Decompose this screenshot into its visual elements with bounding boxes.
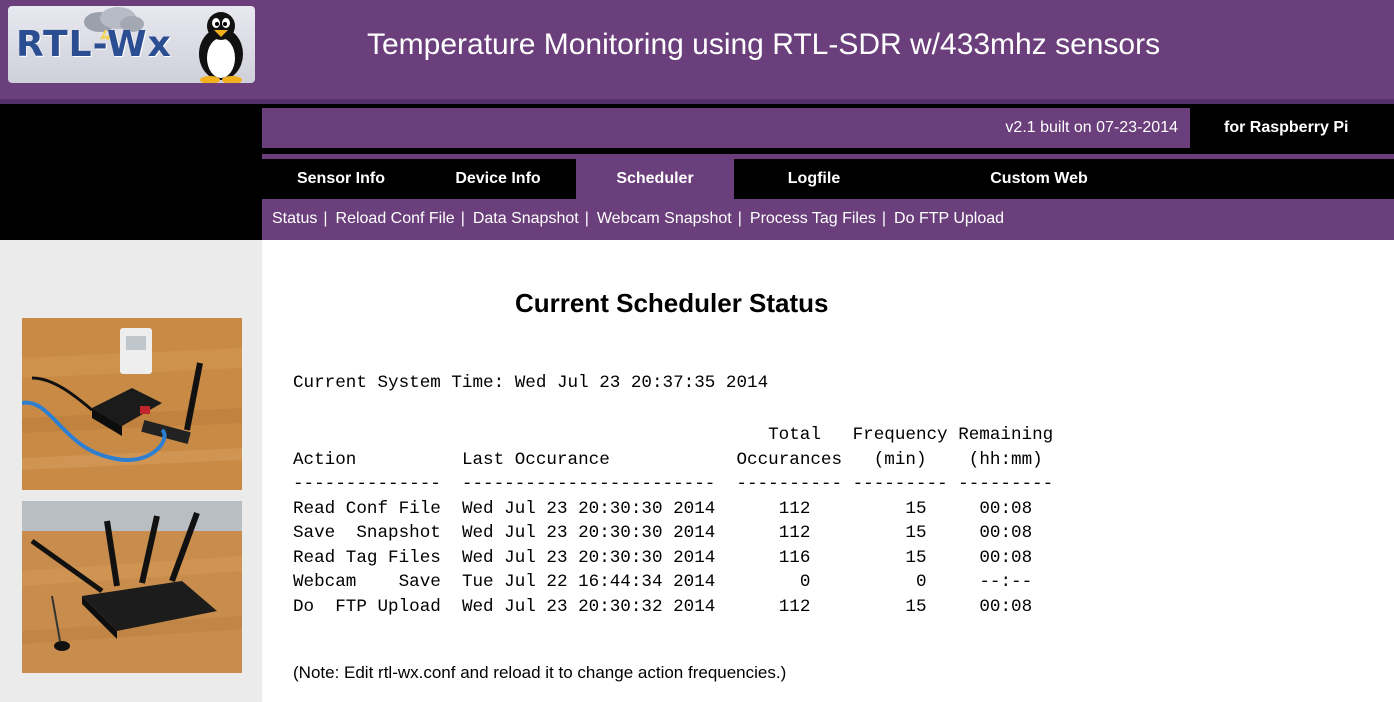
column-header-remaining: Remaining (958, 425, 1054, 445)
table-row-last-occurance: Wed Jul 23 20:30:30 2014 (461, 523, 716, 543)
table-row-remaining: 00:08 (958, 498, 1033, 519)
version-bar: v2.1 built on 07-23-2014 (262, 108, 1190, 148)
system-time-value: Wed Jul 23 20:37:35 2014 (514, 373, 769, 393)
table-row-occurances: 112 (736, 596, 843, 617)
table-row-occurances: 112 (736, 498, 843, 519)
rtl-sdr-device-photo (22, 318, 242, 490)
scheduler-subnav: Status | Reload Conf File | Data Snapshot | We… (262, 199, 1394, 240)
table-row-remaining: --:-- (958, 572, 1033, 592)
table-row-action: Read Tag Files (293, 547, 441, 568)
table-row-frequency: 0 (852, 572, 948, 592)
subnav-status-link[interactable]: Status (272, 210, 318, 227)
column-header-total: Total (736, 425, 821, 445)
column-header-min: (min) (852, 449, 948, 470)
subnav-ftp-upload-link[interactable]: Do FTP Upload (894, 210, 1005, 227)
subnav-separator: | (323, 210, 328, 227)
subnav-separator: | (737, 210, 742, 227)
column-header-occurances: Occurances (736, 449, 843, 470)
cloud-lightning-icon (84, 7, 144, 40)
subnav-separator: | (881, 210, 887, 227)
table-row-occurances: 116 (736, 547, 843, 568)
table-row-remaining: 00:08 (958, 523, 1033, 543)
table-row-occurances: 0 (736, 572, 843, 592)
table-row-frequency: 15 (852, 596, 948, 617)
platform-text: for Raspberry Pi (1224, 119, 1349, 136)
table-row-remaining: 00:08 (958, 596, 1033, 617)
table-row-frequency: 15 (852, 498, 948, 519)
table-row-remaining: 00:08 (958, 547, 1033, 568)
site-title: Temperature Monitoring using RTL-SDR w/4… (367, 28, 1161, 61)
main-tabs: Sensor Info Device Info Scheduler Logfil… (262, 159, 1394, 199)
rtl-wx-logo[interactable]: RTL-Wx (8, 6, 255, 83)
scheduler-status-table: Total Frequency Remaining Action Last Oc… (293, 425, 1054, 617)
table-row-action: Webcam Save (293, 572, 441, 592)
subnav-webcam-snapshot-link[interactable]: Webcam Snapshot (596, 210, 732, 227)
tab-custom-web[interactable]: Custom Web (990, 170, 1088, 187)
tab-logfile[interactable]: Logfile (787, 170, 841, 187)
subnav-separator: | (584, 210, 589, 227)
column-header-action: Action (293, 449, 441, 470)
table-row-action: Read Conf File (293, 498, 441, 519)
tab-scheduler[interactable]: Scheduler (576, 159, 734, 199)
table-row-action: Save Snapshot (293, 523, 441, 543)
logo-text: RTL-Wx (16, 24, 172, 65)
column-header-hhmm: (hh:mm) (958, 449, 1054, 470)
table-row-frequency: 15 (852, 547, 948, 568)
system-time-label: Current System Time: (293, 373, 505, 393)
table-row-last-occurance: Tue Jul 22 16:44:34 2014 (461, 572, 716, 592)
nav-divider (262, 154, 1394, 159)
system-time-line: Current System Time: Wed Jul 23 20:37:35… (293, 373, 768, 393)
version-text: v2.1 built on 07-23-2014 (1005, 119, 1178, 136)
table-row-action: Do FTP Upload (293, 596, 441, 617)
table-row-last-occurance: Wed Jul 23 20:30:32 2014 (461, 596, 716, 617)
column-header-last-occurance: Last Occurance (461, 449, 716, 470)
penguin-icon (199, 12, 243, 83)
table-row-last-occurance: Wed Jul 23 20:30:30 2014 (461, 547, 716, 568)
subnav-reload-conf-link[interactable]: Reload Conf File (335, 210, 455, 227)
header-divider (0, 99, 1394, 104)
site-header: RTL-Wx Temperature Monitoring using RTL-… (0, 0, 1394, 102)
column-header-frequency: Frequency (852, 425, 948, 445)
main-content (262, 240, 1394, 702)
table-row-last-occurance: Wed Jul 23 20:30:30 2014 (461, 498, 716, 519)
tab-sensor-info[interactable]: Sensor Info (296, 170, 385, 187)
subnav-data-snapshot-link[interactable]: Data Snapshot (472, 210, 579, 227)
page-title: Current Scheduler Status (515, 288, 829, 318)
subnav-separator: | (460, 210, 465, 227)
subnav-process-tag-files-link[interactable]: Process Tag Files (749, 210, 876, 227)
table-row-occurances: 112 (736, 523, 843, 543)
table-row-frequency: 15 (852, 523, 948, 543)
tab-device-info[interactable]: Device Info (455, 170, 541, 187)
router-photo (22, 501, 242, 673)
footnote: (Note: Edit rtl-wx.conf and reload it to… (293, 663, 787, 682)
